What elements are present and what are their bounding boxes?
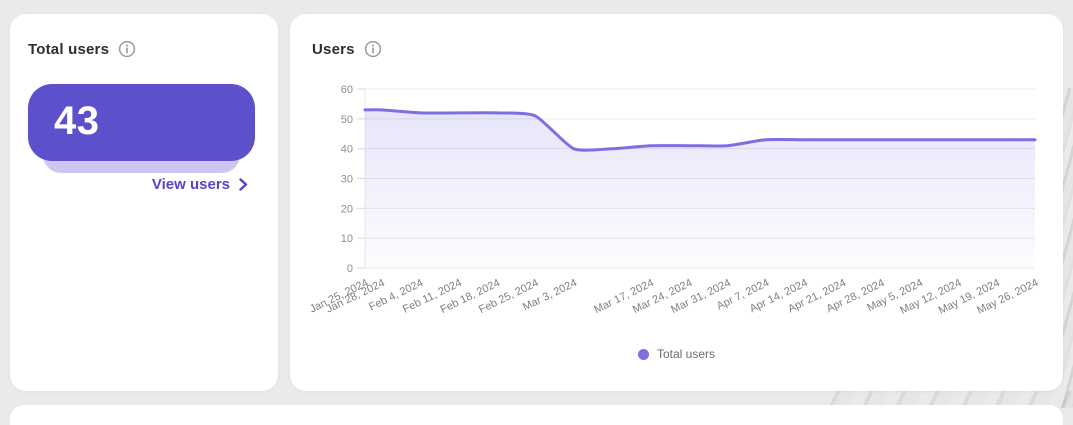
view-users-link-label: View users	[151, 176, 230, 193]
svg-text:20: 20	[341, 203, 353, 215]
svg-text:60: 60	[341, 84, 353, 96]
info-icon[interactable]	[118, 40, 136, 58]
dashboard-page: { "colors": { "page_background": "#EAEAE…	[10, 14, 1073, 425]
users-chart-card: Users 0 10 20 30 40 50 60 Jan 25, 2024 Jan 28, 2…	[290, 14, 1063, 391]
svg-text:10: 10	[341, 233, 353, 245]
total-users-value: 43	[54, 98, 100, 143]
total-users-card: Total users 43 View users	[10, 14, 278, 391]
view-users-link[interactable]: View users	[152, 176, 248, 193]
legend-label: Total users	[656, 347, 716, 361]
chevron-right-icon	[239, 178, 248, 191]
svg-text:30: 30	[341, 174, 353, 186]
background-texture-right	[1062, 88, 1073, 408]
total-users-card-header: Total users	[28, 40, 136, 58]
total-users-area-fill	[365, 109, 1035, 269]
svg-text:0: 0	[347, 263, 353, 275]
info-icon[interactable]	[364, 40, 382, 58]
svg-text:50: 50	[341, 114, 353, 126]
next-row-card-edge	[10, 405, 1063, 425]
svg-text:40: 40	[341, 144, 353, 156]
total-users-badge: 43	[28, 84, 255, 161]
legend-item-total-users[interactable]: Total users	[290, 347, 1063, 361]
total-users-line	[363, 108, 1037, 152]
users-card-header: Users	[312, 40, 382, 58]
legend-dot	[637, 348, 649, 360]
users-card-title: Users	[312, 40, 355, 58]
total-users-card-title: Total users	[28, 40, 110, 58]
